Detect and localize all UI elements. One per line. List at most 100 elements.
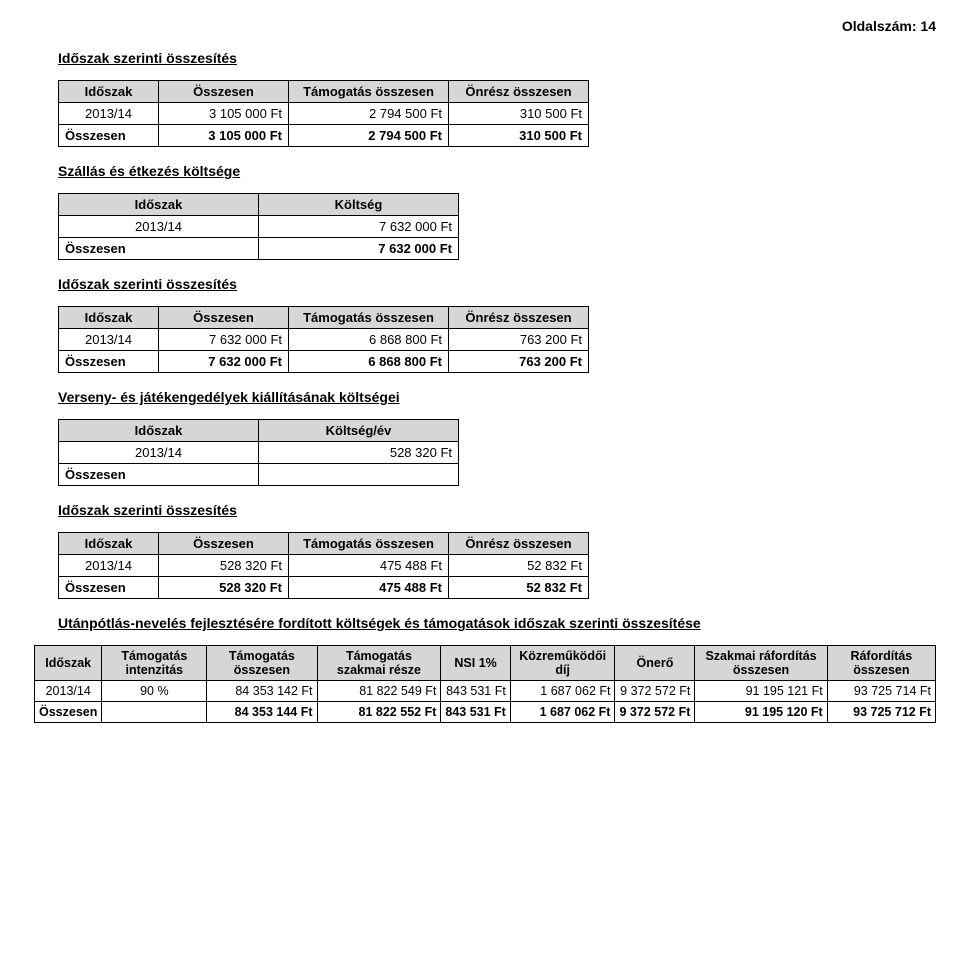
s6-intensity: 90 %	[102, 681, 207, 702]
s1-h0: Időszak	[59, 81, 159, 103]
s1-period: 2013/14	[59, 103, 159, 125]
section-6-title: Utánpótlás-nevelés fejlesztésére fordíto…	[58, 615, 936, 631]
s6-pro-exp: 91 195 121 Ft	[695, 681, 827, 702]
s6-nsi: 843 531 Ft	[441, 681, 510, 702]
s1-sum-support: 2 794 500 Ft	[289, 125, 449, 147]
table-row: 2013/14 528 320 Ft	[59, 442, 459, 464]
table-row: 2013/14 7 632 000 Ft 6 868 800 Ft 763 20…	[59, 329, 589, 351]
s3-h1: Összesen	[159, 307, 289, 329]
s4-h0: Időszak	[59, 420, 259, 442]
s5-h3: Önrész összesen	[449, 533, 589, 555]
s2-sum-label: Összesen	[59, 238, 259, 260]
table-row-total: Összesen 84 353 144 Ft 81 822 552 Ft 843…	[35, 702, 936, 723]
s4-h1: Költség/év	[259, 420, 459, 442]
section-5-table: Időszak Összesen Támogatás összesen Önré…	[58, 532, 589, 599]
section-2-title: Szállás és étkezés költsége	[58, 163, 936, 179]
s6-own: 9 372 572 Ft	[615, 681, 695, 702]
s3-h3: Önrész összesen	[449, 307, 589, 329]
s6-support-total: 84 353 142 Ft	[207, 681, 317, 702]
s6-sum-intensity	[102, 702, 207, 723]
s4-sum-label: Összesen	[59, 464, 259, 486]
section-3-title: Időszak szerinti összesítés	[58, 276, 936, 292]
table-row-total: Összesen	[59, 464, 459, 486]
s6-coop: 1 687 062 Ft	[510, 681, 615, 702]
s3-sum-label: Összesen	[59, 351, 159, 373]
s6-sum-support-pro: 81 822 552 Ft	[317, 702, 441, 723]
table-row-total: Összesen 7 632 000 Ft 6 868 800 Ft 763 2…	[59, 351, 589, 373]
s5-sum-own: 52 832 Ft	[449, 577, 589, 599]
s6-h4: NSI 1%	[441, 646, 510, 681]
s4-sum-cost	[259, 464, 459, 486]
s6-h6: Önerő	[615, 646, 695, 681]
section-4-table: Időszak Költség/év 2013/14 528 320 Ft Ös…	[58, 419, 459, 486]
s2-period: 2013/14	[59, 216, 259, 238]
s3-h2: Támogatás összesen	[289, 307, 449, 329]
s1-sum-total: 3 105 000 Ft	[159, 125, 289, 147]
s3-own: 763 200 Ft	[449, 329, 589, 351]
s6-sum-pro-exp: 91 195 120 Ft	[695, 702, 827, 723]
s1-support: 2 794 500 Ft	[289, 103, 449, 125]
table-row-total: Összesen 7 632 000 Ft	[59, 238, 459, 260]
s5-sum-label: Összesen	[59, 577, 159, 599]
s2-sum-cost: 7 632 000 Ft	[259, 238, 459, 260]
s6-h1: Támogatás intenzitás	[102, 646, 207, 681]
page-number: Oldalszám: 14	[24, 18, 936, 34]
s6-support-pro: 81 822 549 Ft	[317, 681, 441, 702]
s5-own: 52 832 Ft	[449, 555, 589, 577]
s3-sum-support: 6 868 800 Ft	[289, 351, 449, 373]
s4-period: 2013/14	[59, 442, 259, 464]
section-1-table: Időszak Összesen Támogatás összesen Önré…	[58, 80, 589, 147]
s6-sum-exp-total: 93 725 712 Ft	[827, 702, 935, 723]
s5-total: 528 320 Ft	[159, 555, 289, 577]
table-row: 2013/14 7 632 000 Ft	[59, 216, 459, 238]
section-4-title: Verseny- és játékengedélyek kiállításána…	[58, 389, 936, 405]
table-row-total: Összesen 528 320 Ft 475 488 Ft 52 832 Ft	[59, 577, 589, 599]
s1-own: 310 500 Ft	[449, 103, 589, 125]
s5-period: 2013/14	[59, 555, 159, 577]
s1-h3: Önrész összesen	[449, 81, 589, 103]
s2-cost: 7 632 000 Ft	[259, 216, 459, 238]
s6-period: 2013/14	[35, 681, 102, 702]
s2-h1: Költség	[259, 194, 459, 216]
s1-h2: Támogatás összesen	[289, 81, 449, 103]
s5-h2: Támogatás összesen	[289, 533, 449, 555]
s6-exp-total: 93 725 714 Ft	[827, 681, 935, 702]
s3-sum-total: 7 632 000 Ft	[159, 351, 289, 373]
s6-h0: Időszak	[35, 646, 102, 681]
section-6-table: Időszak Támogatás intenzitás Támogatás ö…	[34, 645, 936, 723]
section-5-title: Időszak szerinti összesítés	[58, 502, 936, 518]
s6-h7: Szakmai ráfordítás összesen	[695, 646, 827, 681]
s6-h5: Közreműködői díj	[510, 646, 615, 681]
s6-sum-label: Összesen	[35, 702, 102, 723]
s1-h1: Összesen	[159, 81, 289, 103]
s3-sum-own: 763 200 Ft	[449, 351, 589, 373]
s2-h0: Időszak	[59, 194, 259, 216]
s3-total: 7 632 000 Ft	[159, 329, 289, 351]
table-row: 2013/14 90 % 84 353 142 Ft 81 822 549 Ft…	[35, 681, 936, 702]
s5-h1: Összesen	[159, 533, 289, 555]
s1-sum-label: Összesen	[59, 125, 159, 147]
s3-h0: Időszak	[59, 307, 159, 329]
s6-sum-coop: 1 687 062 Ft	[510, 702, 615, 723]
table-row: 2013/14 528 320 Ft 475 488 Ft 52 832 Ft	[59, 555, 589, 577]
s1-total: 3 105 000 Ft	[159, 103, 289, 125]
section-1-title: Időszak szerinti összesítés	[58, 50, 936, 66]
s5-sum-total: 528 320 Ft	[159, 577, 289, 599]
table-row-total: Összesen 3 105 000 Ft 2 794 500 Ft 310 5…	[59, 125, 589, 147]
s6-sum-own: 9 372 572 Ft	[615, 702, 695, 723]
s5-sum-support: 475 488 Ft	[289, 577, 449, 599]
s3-period: 2013/14	[59, 329, 159, 351]
s6-h3: Támogatás szakmai része	[317, 646, 441, 681]
s5-h0: Időszak	[59, 533, 159, 555]
s3-support: 6 868 800 Ft	[289, 329, 449, 351]
s6-h8: Ráfordítás összesen	[827, 646, 935, 681]
s6-sum-nsi: 843 531 Ft	[441, 702, 510, 723]
s6-h2: Támogatás összesen	[207, 646, 317, 681]
s4-cost: 528 320 Ft	[259, 442, 459, 464]
table-row: 2013/14 3 105 000 Ft 2 794 500 Ft 310 50…	[59, 103, 589, 125]
s6-sum-support-total: 84 353 144 Ft	[207, 702, 317, 723]
section-2-table: Időszak Költség 2013/14 7 632 000 Ft Öss…	[58, 193, 459, 260]
s1-sum-own: 310 500 Ft	[449, 125, 589, 147]
s5-support: 475 488 Ft	[289, 555, 449, 577]
section-3-table: Időszak Összesen Támogatás összesen Önré…	[58, 306, 589, 373]
